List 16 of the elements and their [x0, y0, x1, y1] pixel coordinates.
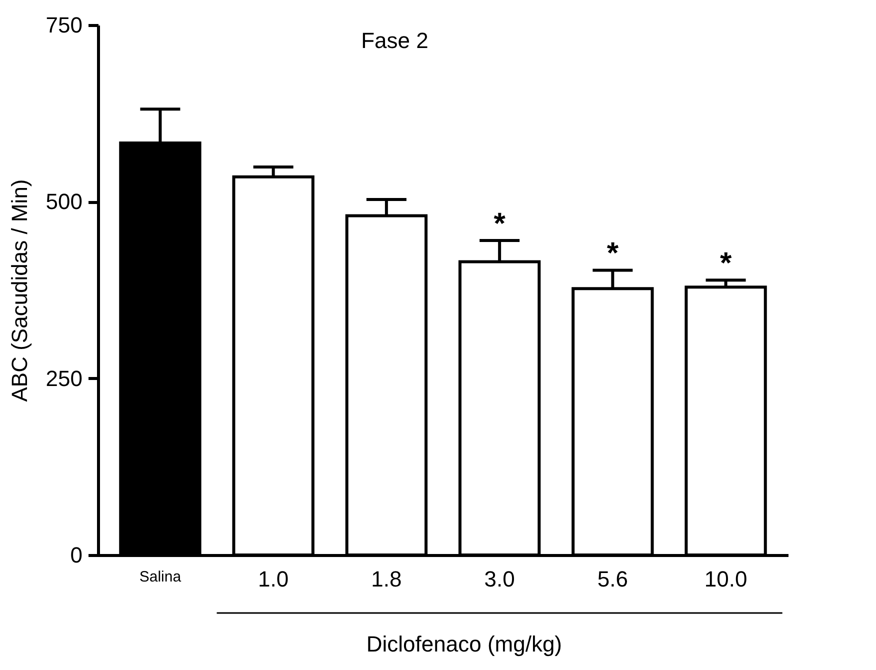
x-tick-label: 1.0: [258, 566, 289, 592]
y-tick-label: 250: [46, 366, 82, 391]
x-axis-title: Diclofenaco (mg/kg): [366, 632, 562, 656]
annotation: *: [606, 237, 619, 270]
chart-title: Fase 2: [361, 28, 428, 53]
x-tick-label: 5.6: [597, 566, 628, 592]
y-axis-title: ABC (Sacudidas / Min): [6, 179, 32, 402]
y-tick-label: 0: [70, 542, 82, 568]
x-tick-label: 10.0: [704, 566, 748, 592]
y-tick-label: 750: [46, 12, 82, 38]
annotation: *: [720, 247, 732, 280]
annotation: *: [494, 208, 506, 241]
x-tick-label: 1.8: [371, 566, 402, 592]
y-tick-label: 500: [46, 189, 82, 214]
x-tick-label: 3.0: [484, 566, 515, 592]
x-tick-label: Salina: [139, 568, 182, 586]
